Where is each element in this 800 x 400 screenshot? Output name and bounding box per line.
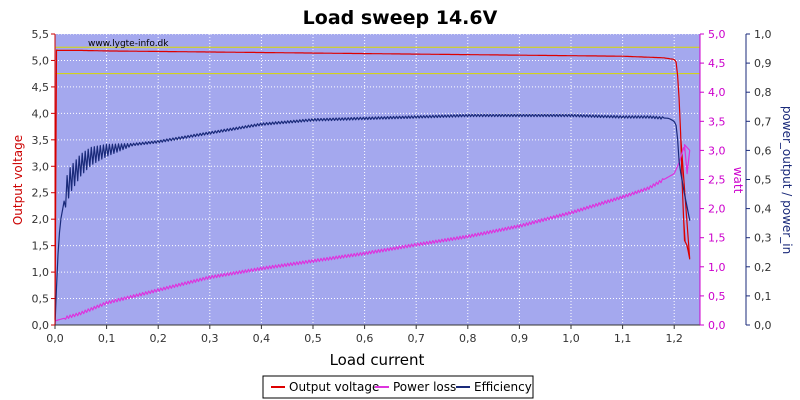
legend-label: Power loss — [393, 380, 456, 394]
x-tick-label: 0,6 — [356, 332, 374, 345]
y-mid-tick-label: 2,5 — [708, 174, 726, 187]
y-mid-tick-label: 3,0 — [708, 144, 726, 157]
y-left-tick-label: 2,5 — [32, 187, 50, 200]
y-left-tick-label: 4,5 — [32, 81, 50, 94]
x-tick-label: 1,2 — [665, 332, 683, 345]
y-right-tick-label: 0,6 — [754, 144, 772, 157]
y-mid-tick-label: 4,5 — [708, 57, 726, 70]
y-left-tick-label: 0,5 — [32, 293, 50, 306]
y-mid-tick-label: 4,0 — [708, 86, 726, 99]
x-tick-label: 1,1 — [614, 332, 632, 345]
y-left-tick-label: 1,0 — [32, 266, 50, 279]
y-axis-mid-label: watt — [731, 167, 745, 194]
reference-lines — [55, 46, 700, 75]
y-mid-tick-label: 1,5 — [708, 232, 726, 245]
x-tick-label: 0,9 — [511, 332, 529, 345]
x-tick-label: 0,5 — [304, 332, 322, 345]
x-tick-label: 0,1 — [98, 332, 116, 345]
y-mid-tick-label: 5,0 — [708, 28, 726, 41]
y-axis-left-label: Output voltage — [11, 135, 25, 225]
axes: 0,0 0,1 0,2 0,3 0,4 0,5 0,6 0,7 0,8 0,9 1,0 1,1 1,2 0… — [32, 28, 772, 345]
legend-label: Output voltage — [289, 380, 379, 394]
y-mid-tick-label: 0,0 — [708, 319, 726, 332]
x-tick-label: 0,7 — [407, 332, 425, 345]
y-right-tick-label: 1,0 — [754, 28, 772, 41]
y-left-tick-label: 2,0 — [32, 213, 50, 226]
series-layer — [54, 49, 691, 326]
y-right-tick-label: 0,1 — [754, 290, 772, 303]
y-left-tick-label: 1,5 — [32, 240, 50, 253]
x-tick-label: 1,0 — [562, 332, 580, 345]
y-right-tick-label: 0,7 — [754, 115, 772, 128]
y-mid-tick-label: 2,0 — [708, 203, 726, 216]
legend: Output voltage Power loss Efficiency — [262, 375, 534, 399]
x-tick-label: 0,8 — [459, 332, 477, 345]
y-right-tick-label: 0,5 — [754, 174, 772, 187]
y-mid-tick-label: 0,5 — [708, 290, 726, 303]
x-tick-label: 0,2 — [149, 332, 167, 345]
watermark: www.lygte-info.dk — [88, 39, 169, 49]
y-right-tick-label: 0,2 — [754, 261, 772, 274]
chart-title: Load sweep 14.6V — [303, 7, 498, 29]
y-right-tick-label: 0,8 — [754, 86, 772, 99]
y-right-tick-label: 0,4 — [754, 203, 772, 216]
grid-lines — [54, 33, 700, 326]
y-right-tick-label: 0,9 — [754, 57, 772, 70]
series-line-output-voltage — [54, 49, 691, 320]
x-axis-label: Load current — [330, 351, 425, 369]
x-tick-label: 0,4 — [253, 332, 271, 345]
series-line-efficiency — [54, 113, 691, 326]
legend-box — [262, 375, 534, 399]
x-tick-label: 0,0 — [46, 332, 64, 345]
y-left-tick-label: 3,0 — [32, 160, 50, 173]
series-line-power-loss — [54, 144, 691, 322]
x-tick-label: 0,3 — [201, 332, 219, 345]
y-left-tick-label: 5,5 — [32, 28, 50, 41]
legend-label: Efficiency — [474, 380, 532, 394]
y-left-tick-label: 0,0 — [32, 319, 50, 332]
y-left-tick-label: 3,5 — [32, 134, 50, 147]
y-left-tick-label: 4,0 — [32, 107, 50, 120]
y-left-tick-label: 5,0 — [32, 54, 50, 67]
y-mid-tick-label: 1,0 — [708, 261, 726, 274]
y-right-tick-label: 0,3 — [754, 232, 772, 245]
y-right-tick-label: 0,0 — [754, 319, 772, 332]
y-mid-tick-label: 3,5 — [708, 115, 726, 128]
y-axis-right-label: power_output / power_in — [780, 106, 794, 254]
plot-area — [55, 34, 700, 325]
